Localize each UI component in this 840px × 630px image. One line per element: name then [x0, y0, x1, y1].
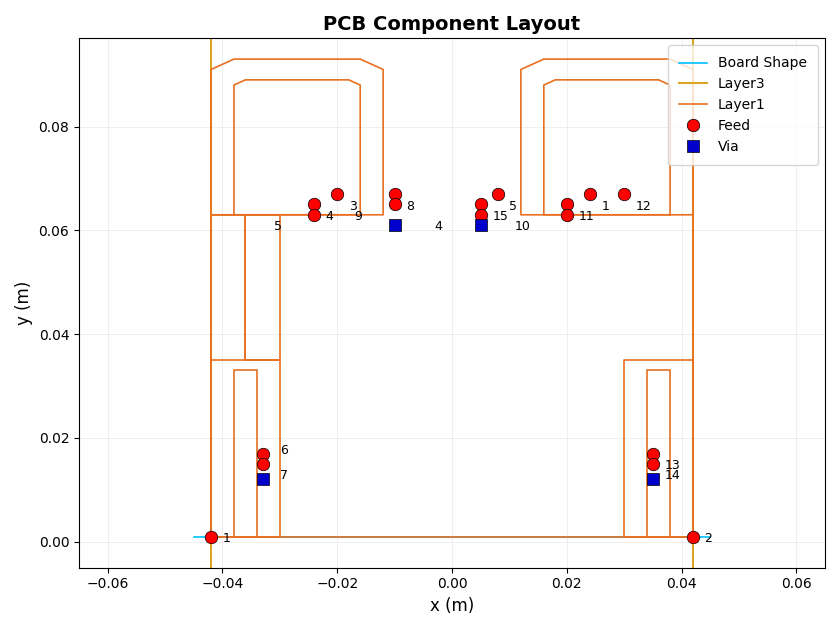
Text: 10: 10 — [515, 220, 531, 233]
Text: 4: 4 — [326, 210, 333, 223]
Y-axis label: y (m): y (m) — [15, 281, 33, 325]
Title: PCB Component Layout: PCB Component Layout — [323, 15, 580, 34]
Layer1 — [688, 533, 698, 541]
Text: 4: 4 — [435, 220, 443, 233]
Text: 2: 2 — [705, 532, 712, 545]
Text: 5: 5 — [509, 200, 517, 212]
Text: 1: 1 — [223, 532, 230, 545]
Text: 9: 9 — [354, 210, 362, 223]
Text: 6: 6 — [280, 444, 288, 457]
Text: 8: 8 — [406, 200, 414, 212]
Text: 7: 7 — [280, 469, 288, 483]
Board Shape — [706, 533, 716, 541]
Text: 14: 14 — [664, 469, 680, 483]
Board Shape — [189, 533, 199, 541]
Text: 12: 12 — [636, 200, 651, 212]
Text: 3: 3 — [349, 200, 357, 212]
Text: 5: 5 — [274, 220, 282, 233]
Text: 15: 15 — [492, 210, 508, 223]
X-axis label: x (m): x (m) — [430, 597, 474, 615]
Text: 13: 13 — [664, 459, 680, 472]
Text: 11: 11 — [578, 210, 594, 223]
Legend: Board Shape, Layer3, Layer1, Feed, Via: Board Shape, Layer3, Layer1, Feed, Via — [668, 45, 818, 165]
Text: 1: 1 — [601, 200, 609, 212]
Layer1 — [206, 533, 216, 541]
